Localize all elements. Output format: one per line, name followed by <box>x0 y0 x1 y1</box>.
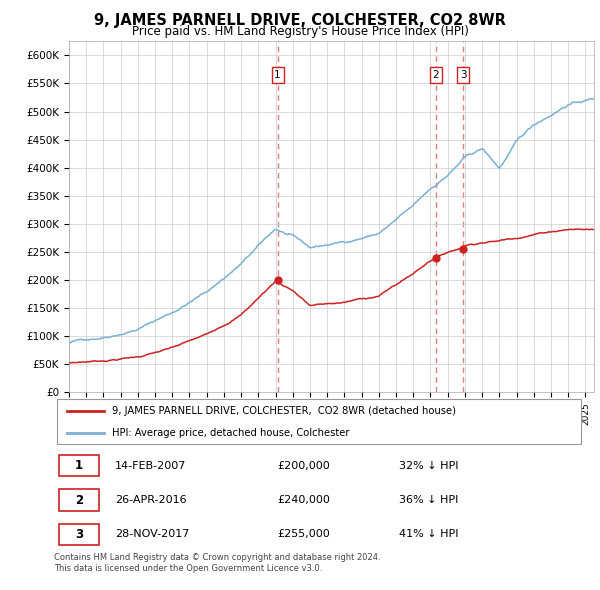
Text: £200,000: £200,000 <box>277 461 330 471</box>
Text: 9, JAMES PARNELL DRIVE, COLCHESTER, CO2 8WR: 9, JAMES PARNELL DRIVE, COLCHESTER, CO2 … <box>94 13 506 28</box>
Text: 14-FEB-2007: 14-FEB-2007 <box>115 461 187 471</box>
Text: 28-NOV-2017: 28-NOV-2017 <box>115 529 190 539</box>
FancyBboxPatch shape <box>59 524 99 545</box>
FancyBboxPatch shape <box>59 489 99 511</box>
Text: Contains HM Land Registry data © Crown copyright and database right 2024.
This d: Contains HM Land Registry data © Crown c… <box>54 553 380 573</box>
Text: 32% ↓ HPI: 32% ↓ HPI <box>399 461 458 471</box>
FancyBboxPatch shape <box>56 399 581 444</box>
Text: Price paid vs. HM Land Registry's House Price Index (HPI): Price paid vs. HM Land Registry's House … <box>131 25 469 38</box>
Text: 3: 3 <box>75 528 83 541</box>
Text: 2: 2 <box>75 493 83 507</box>
Text: 9, JAMES PARNELL DRIVE, COLCHESTER,  CO2 8WR (detached house): 9, JAMES PARNELL DRIVE, COLCHESTER, CO2 … <box>112 405 457 415</box>
Text: £255,000: £255,000 <box>277 529 330 539</box>
Text: HPI: Average price, detached house, Colchester: HPI: Average price, detached house, Colc… <box>112 428 350 438</box>
Text: 41% ↓ HPI: 41% ↓ HPI <box>399 529 458 539</box>
Text: 3: 3 <box>460 70 467 80</box>
Text: 1: 1 <box>274 70 281 80</box>
Text: 26-APR-2016: 26-APR-2016 <box>115 495 187 505</box>
Text: 1: 1 <box>75 459 83 472</box>
FancyBboxPatch shape <box>59 455 99 476</box>
Text: 36% ↓ HPI: 36% ↓ HPI <box>399 495 458 505</box>
Text: 2: 2 <box>433 70 439 80</box>
Text: £240,000: £240,000 <box>277 495 330 505</box>
